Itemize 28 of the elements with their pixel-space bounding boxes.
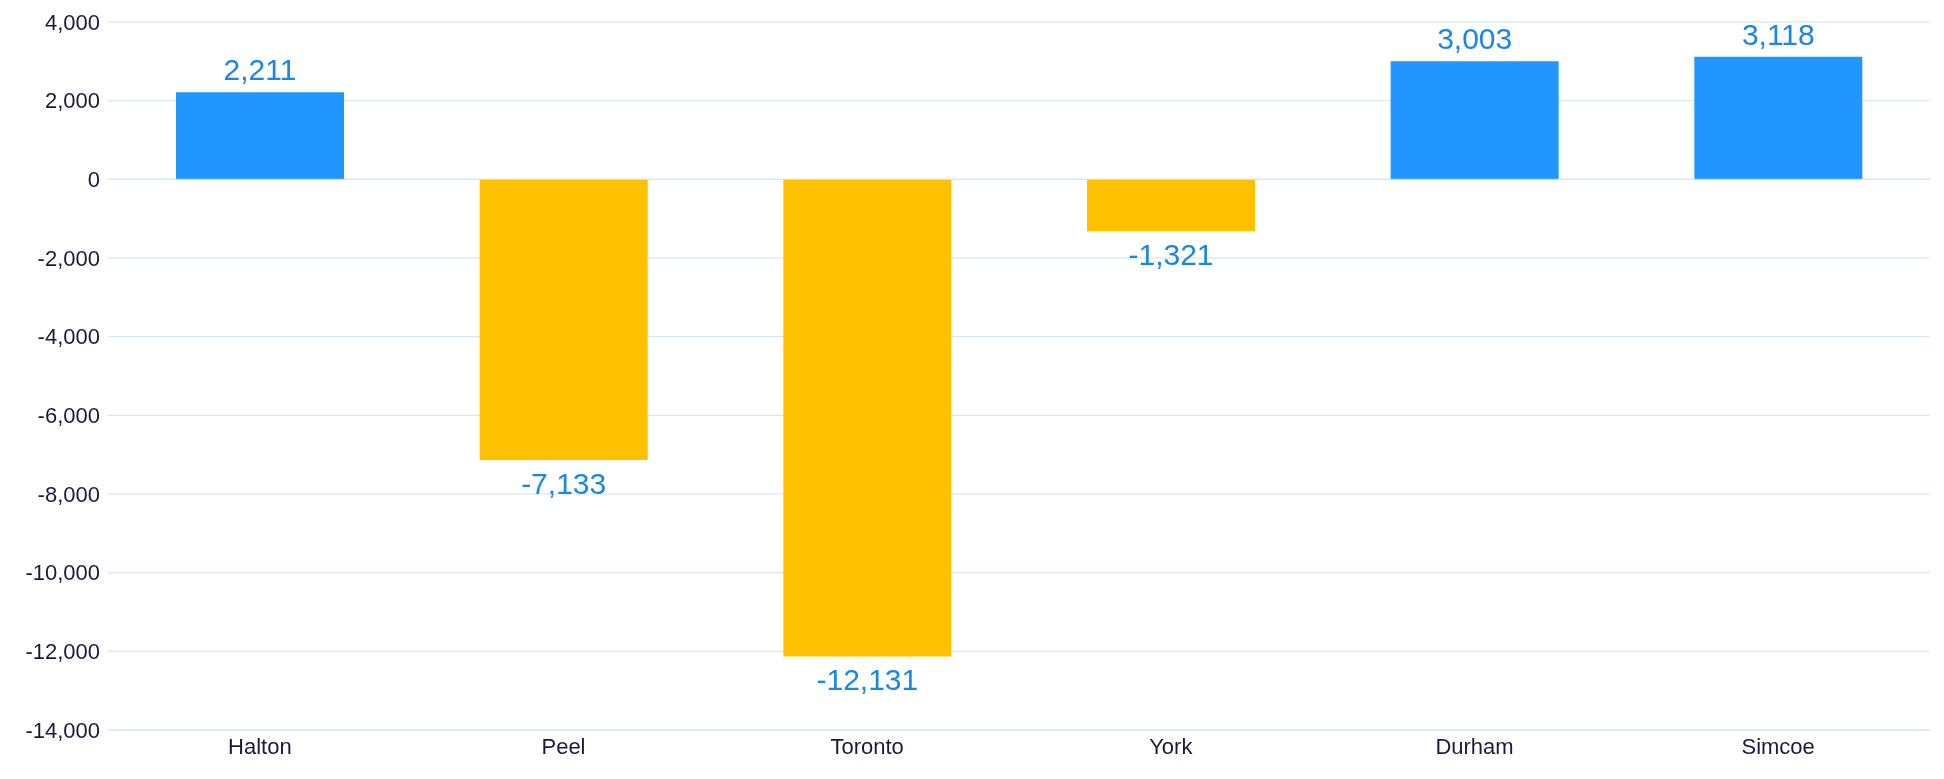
y-tick-label: -10,000 <box>25 560 100 586</box>
x-tick-label: Toronto <box>830 733 904 759</box>
data-label: 3,118 <box>1741 17 1815 51</box>
x-tick-label: York <box>1149 733 1194 759</box>
y-tick-label: 2,000 <box>44 88 100 114</box>
y-tick-label: 0 <box>87 167 100 193</box>
data-label: 2,211 <box>223 53 297 87</box>
y-tick-label: -12,000 <box>25 639 100 665</box>
bar <box>1694 56 1863 180</box>
bar <box>1390 61 1559 180</box>
y-tick-label: 4,000 <box>44 9 100 35</box>
y-tick-label: -14,000 <box>25 717 100 743</box>
x-tick-label: Peel <box>541 733 586 759</box>
bar <box>783 179 952 657</box>
data-label: -7,133 <box>521 466 607 500</box>
x-tick-label: Durham <box>1435 733 1514 759</box>
x-tick-label: Simcoe <box>1741 733 1815 759</box>
bar <box>176 92 344 180</box>
bar <box>479 179 648 460</box>
bar <box>1087 179 1255 232</box>
y-tick-label: -4,000 <box>37 324 100 350</box>
data-label: -12,131 <box>816 663 919 697</box>
y-tick-label: -2,000 <box>37 245 100 271</box>
data-label: -1,321 <box>1128 238 1214 272</box>
y-tick-label: -6,000 <box>37 403 100 429</box>
y-tick-label: -8,000 <box>37 481 100 507</box>
data-label: 3,003 <box>1437 22 1513 56</box>
x-tick-label: Halton <box>228 733 292 759</box>
